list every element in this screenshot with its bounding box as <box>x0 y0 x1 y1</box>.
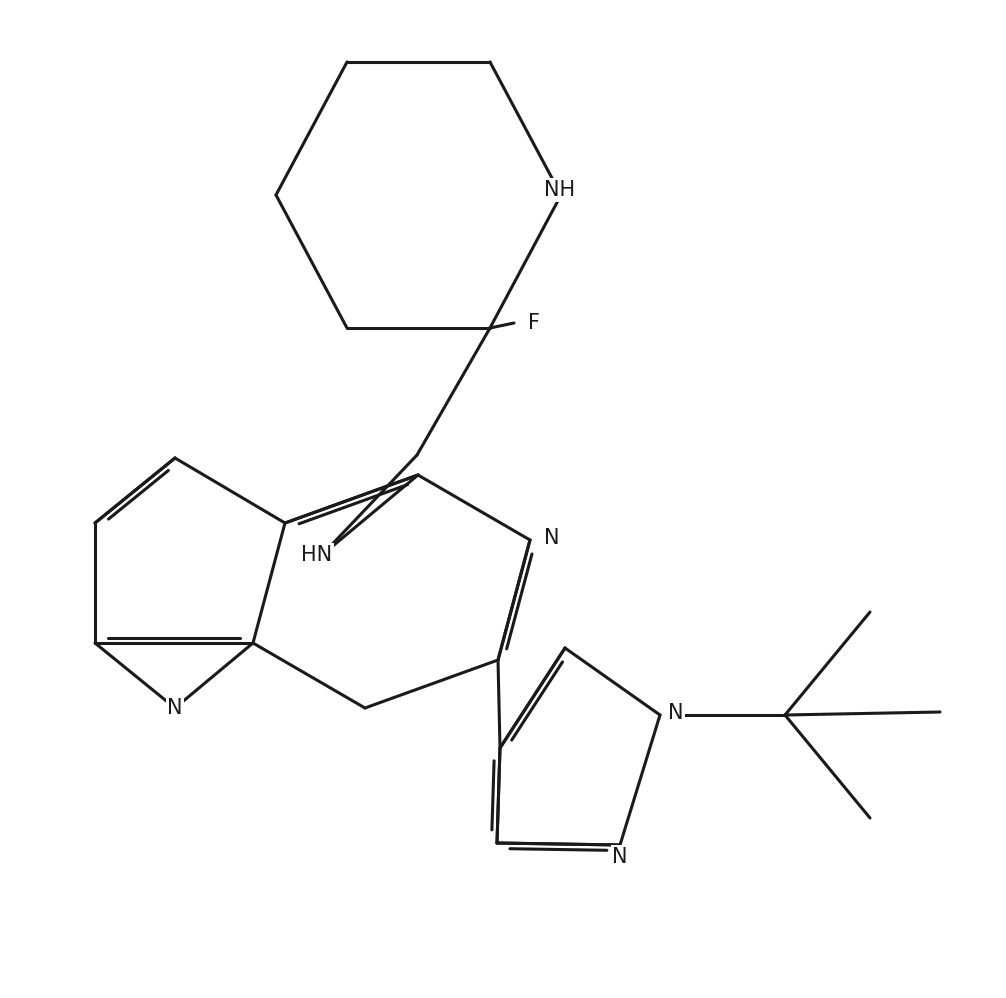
Text: N: N <box>544 528 559 548</box>
Text: F: F <box>528 313 540 333</box>
Text: NH: NH <box>544 180 575 200</box>
Text: N: N <box>613 847 628 867</box>
Text: N: N <box>668 703 683 723</box>
Text: N: N <box>167 698 183 718</box>
Text: HN: HN <box>302 545 333 565</box>
